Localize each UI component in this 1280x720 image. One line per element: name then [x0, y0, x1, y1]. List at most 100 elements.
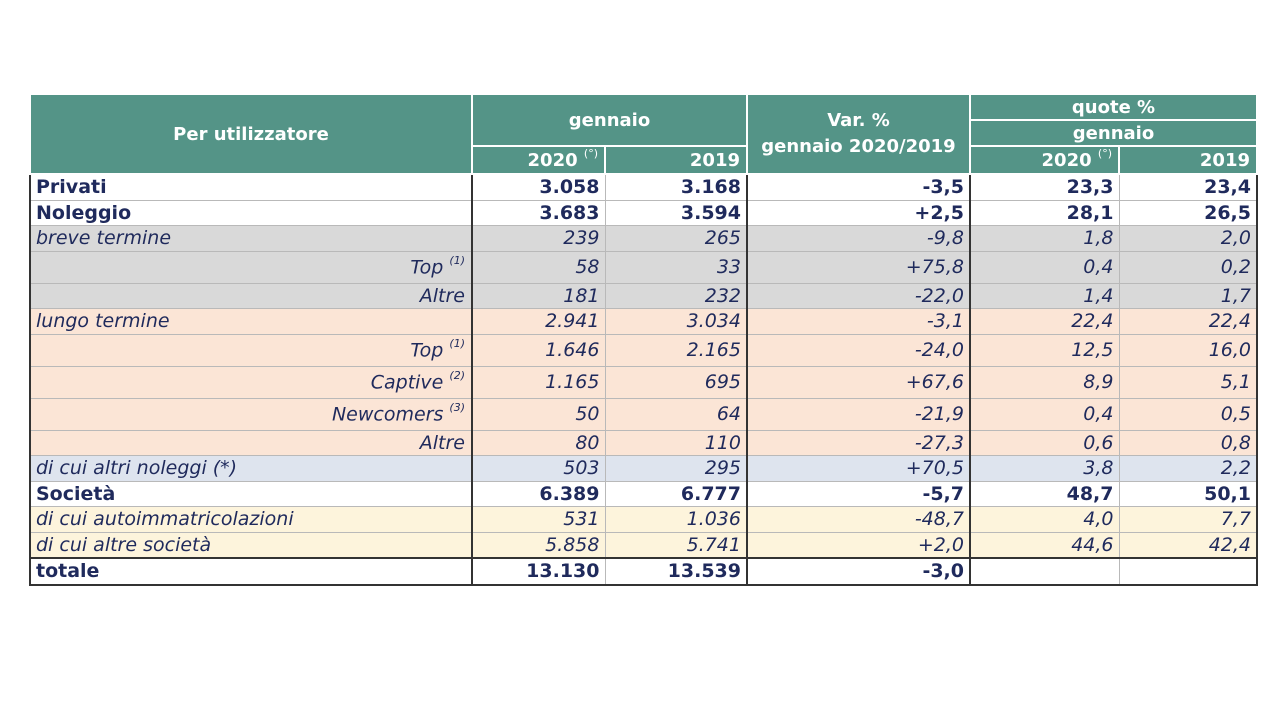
- cell-2020: 503: [472, 455, 606, 482]
- cell-var: -3,5: [747, 173, 971, 201]
- cell-var: +67,6: [747, 366, 971, 399]
- header-year-2020: 2020 (°): [471, 145, 606, 175]
- header-quote-2019: 2019: [1118, 145, 1258, 175]
- table-row: Captive (2) 1.165 695 +67,6 8,9 5,1: [29, 366, 1258, 399]
- cell-quota-2019: 1,7: [1119, 283, 1258, 309]
- cell-2020: 58: [472, 251, 606, 284]
- table-row: Altre 181 232 -22,0 1,4 1,7: [29, 283, 1258, 309]
- cell-quota-2020: 3,8: [970, 455, 1120, 482]
- table-row: di cui altri noleggi (*) 503 295 +70,5 3,8 2,…: [29, 455, 1258, 482]
- cell-2019: 110: [605, 430, 748, 456]
- cell-2019: 265: [605, 225, 748, 252]
- cell-2020: 1.646: [472, 334, 606, 367]
- table-row: Top (1) 1.646 2.165 -24,0 12,5 16,0: [29, 334, 1258, 367]
- table-row: Altre 80 110 -27,3 0,6 0,8: [29, 430, 1258, 456]
- header-quote: quote %: [969, 93, 1258, 121]
- row-label: breve termine: [29, 225, 473, 252]
- header-var-line1: Var. %: [827, 110, 890, 131]
- cell-quota-2019: 22,4: [1119, 308, 1258, 335]
- cell-quota-2020: 1,4: [970, 283, 1120, 309]
- header-quote-gennaio: gennaio: [969, 119, 1258, 147]
- cell-2019: 232: [605, 283, 748, 309]
- row-label: lungo termine: [29, 308, 473, 335]
- table-row: totale 13.130 13.539 -3,0: [29, 557, 1258, 586]
- cell-quota-2019: 0,8: [1119, 430, 1258, 456]
- cell-quota-2019: 23,4: [1119, 173, 1258, 201]
- cell-quota-2019: 50,1: [1119, 481, 1258, 507]
- cell-2020: 181: [472, 283, 606, 309]
- cell-2020: 13.130: [472, 557, 606, 586]
- cell-var: +2,5: [747, 200, 971, 226]
- row-label: totale: [29, 557, 473, 586]
- cell-quota-2019: 0,5: [1119, 398, 1258, 431]
- cell-var: +2,0: [747, 532, 971, 559]
- cell-var: -21,9: [747, 398, 971, 431]
- table-row: Top (1) 58 33 +75,8 0,4 0,2: [29, 251, 1258, 284]
- cell-quota-2020: 1,8: [970, 225, 1120, 252]
- cell-var: -5,7: [747, 481, 971, 507]
- table-row: di cui autoimmatricolazioni 531 1.036 -48,7…: [29, 506, 1258, 533]
- cell-2019: 3.168: [605, 173, 748, 201]
- cell-quota-2020: 23,3: [970, 173, 1120, 201]
- cell-2020: 239: [472, 225, 606, 252]
- cell-quota-2020: 4,0: [970, 506, 1120, 533]
- cell-var: +75,8: [747, 251, 971, 284]
- cell-2020: 80: [472, 430, 606, 456]
- cell-2019: 64: [605, 398, 748, 431]
- cell-2019: 6.777: [605, 481, 748, 507]
- cell-2019: 2.165: [605, 334, 748, 367]
- cell-2019: 3.594: [605, 200, 748, 226]
- cell-2019: 13.539: [605, 557, 748, 586]
- cell-2020: 3.683: [472, 200, 606, 226]
- cell-quota-2020: 0,6: [970, 430, 1120, 456]
- row-label: di cui autoimmatricolazioni: [29, 506, 473, 533]
- row-label: Società: [29, 481, 473, 507]
- cell-quota-2020: 0,4: [970, 398, 1120, 431]
- table-row: Newcomers (3) 50 64 -21,9 0,4 0,5: [29, 398, 1258, 431]
- utilizzatore-table: Per utilizzatore gennaio Var. % gennaio …: [29, 93, 1258, 586]
- cell-quota-2019: [1119, 557, 1258, 586]
- header-quote-2020: 2020 (°): [969, 145, 1120, 175]
- cell-2019: 33: [605, 251, 748, 284]
- cell-2019: 3.034: [605, 308, 748, 335]
- header-per-utilizzatore: Per utilizzatore: [29, 93, 473, 175]
- footnote-marker: (3): [449, 400, 465, 414]
- row-label: Newcomers (3): [29, 398, 473, 431]
- cell-var: +70,5: [747, 455, 971, 482]
- cell-quota-2019: 26,5: [1119, 200, 1258, 226]
- cell-var: -48,7: [747, 506, 971, 533]
- cell-quota-2020: [970, 557, 1120, 586]
- cell-2019: 695: [605, 366, 748, 399]
- header-var-line2: gennaio 2020/2019: [761, 136, 956, 157]
- table-row: Società 6.389 6.777 -5,7 48,7 50,1: [29, 481, 1258, 507]
- cell-var: -3,1: [747, 308, 971, 335]
- table-row: Privati 3.058 3.168 -3,5 23,3 23,4: [29, 173, 1258, 201]
- cell-2019: 295: [605, 455, 748, 482]
- cell-2019: 5.741: [605, 532, 748, 559]
- cell-2020: 6.389: [472, 481, 606, 507]
- header-var: Var. % gennaio 2020/2019: [746, 93, 971, 175]
- cell-var: -27,3: [747, 430, 971, 456]
- footnote-marker: (1): [449, 253, 465, 267]
- row-label: Noleggio: [29, 200, 473, 226]
- row-label: Top (1): [29, 334, 473, 367]
- cell-2020: 2.941: [472, 308, 606, 335]
- cell-quota-2019: 2,2: [1119, 455, 1258, 482]
- table-row: lungo termine 2.941 3.034 -3,1 22,4 22,4: [29, 308, 1258, 335]
- cell-2020: 3.058: [472, 173, 606, 201]
- row-label: di cui altre società: [29, 532, 473, 559]
- cell-2020: 531: [472, 506, 606, 533]
- cell-quota-2020: 48,7: [970, 481, 1120, 507]
- cell-quota-2019: 2,0: [1119, 225, 1258, 252]
- cell-2020: 1.165: [472, 366, 606, 399]
- table-row: di cui altre società 5.858 5.741 +2,0 44,6 42…: [29, 532, 1258, 559]
- cell-quota-2019: 42,4: [1119, 532, 1258, 559]
- table-row: Noleggio 3.683 3.594 +2,5 28,1 26,5: [29, 200, 1258, 226]
- row-label: Altre: [29, 283, 473, 309]
- cell-quota-2020: 22,4: [970, 308, 1120, 335]
- row-label: Altre: [29, 430, 473, 456]
- header-year-2019: 2019: [604, 145, 748, 175]
- cell-quota-2019: 5,1: [1119, 366, 1258, 399]
- row-label: di cui altri noleggi (*): [29, 455, 473, 482]
- footnote-marker: (2): [449, 368, 465, 382]
